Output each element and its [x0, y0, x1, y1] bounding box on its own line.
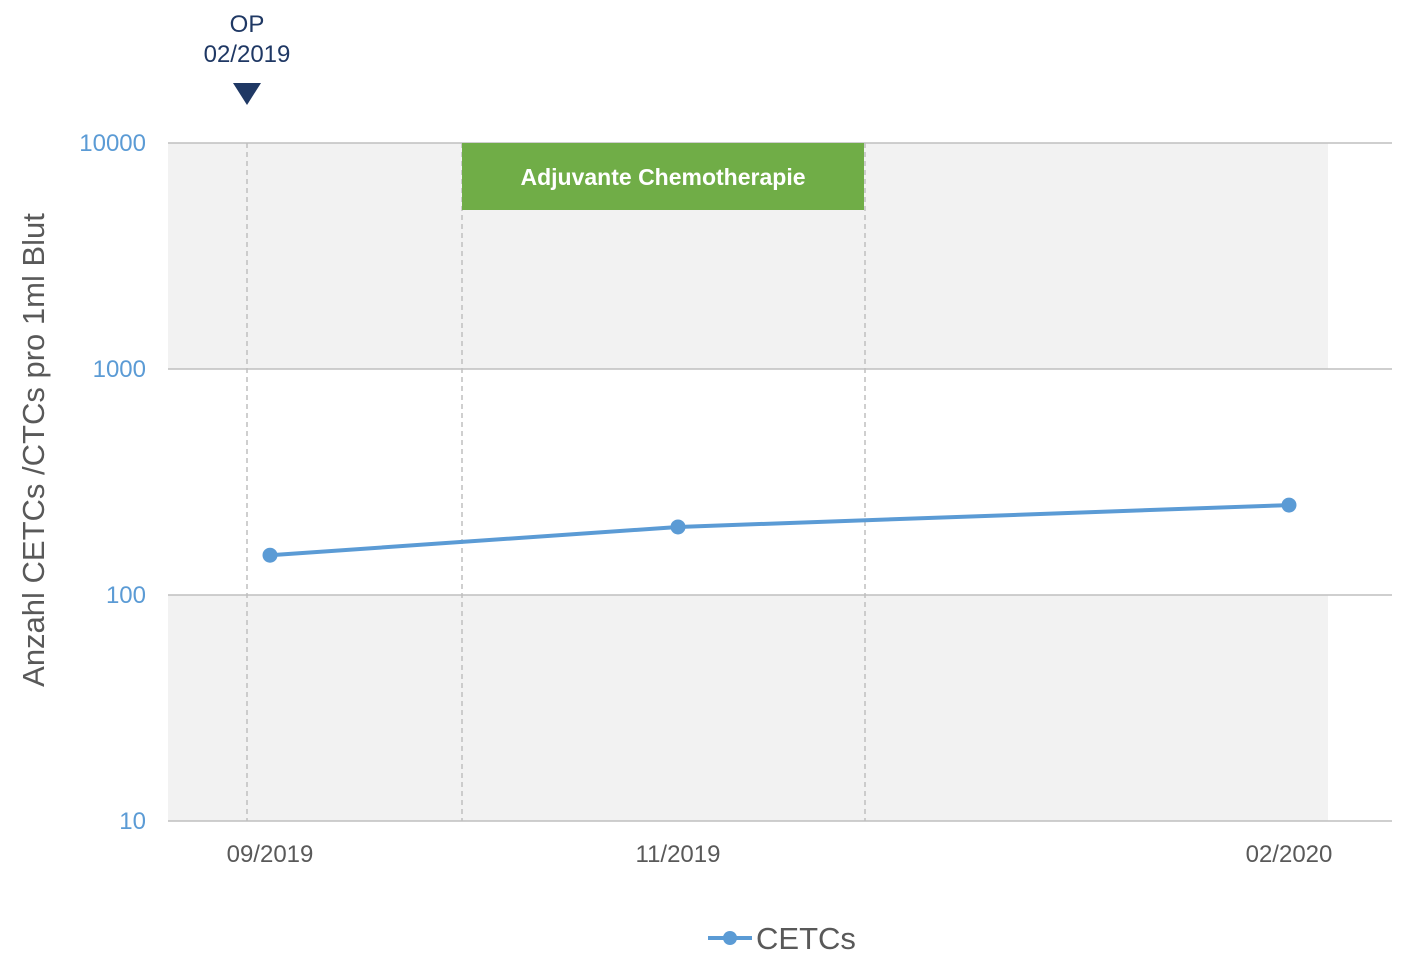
y-tick-label: 10000 [79, 130, 146, 157]
legend-label-cetcs: CETCs [756, 921, 856, 956]
legend-marker-icon [723, 931, 737, 945]
legend: CETCs [708, 921, 856, 956]
y-tick-labels: 10 100 1000 10000 [79, 130, 146, 835]
x-tick-label: 02/2020 [1246, 841, 1333, 868]
y-tick-label: 10 [119, 808, 146, 835]
series-line [269, 503, 1290, 558]
series-cetcs [262, 497, 1297, 563]
x-tick-label: 11/2019 [636, 841, 721, 868]
x-tick-labels: 09/2019 11/2019 02/2020 [227, 841, 1333, 868]
data-point [1281, 497, 1297, 513]
y-gridlines [168, 142, 1392, 822]
data-point [262, 547, 278, 563]
y-tick-label: 100 [106, 582, 146, 609]
y-axis-label: Anzahl CETCs /CTCs pro 1ml Blut [16, 213, 51, 687]
op-annotation-line2: 02/2019 [204, 41, 291, 68]
op-annotation-line1: OP [230, 11, 265, 38]
y-tick-label: 1000 [93, 356, 146, 383]
data-point [670, 519, 686, 535]
therapy-band-label: Adjuvante Chemotherapie [521, 164, 806, 190]
plot-background-lower [168, 595, 1328, 821]
x-tick-label: 09/2019 [227, 841, 314, 868]
therapy-band [462, 143, 864, 210]
op-marker-triangle-icon [233, 83, 261, 105]
